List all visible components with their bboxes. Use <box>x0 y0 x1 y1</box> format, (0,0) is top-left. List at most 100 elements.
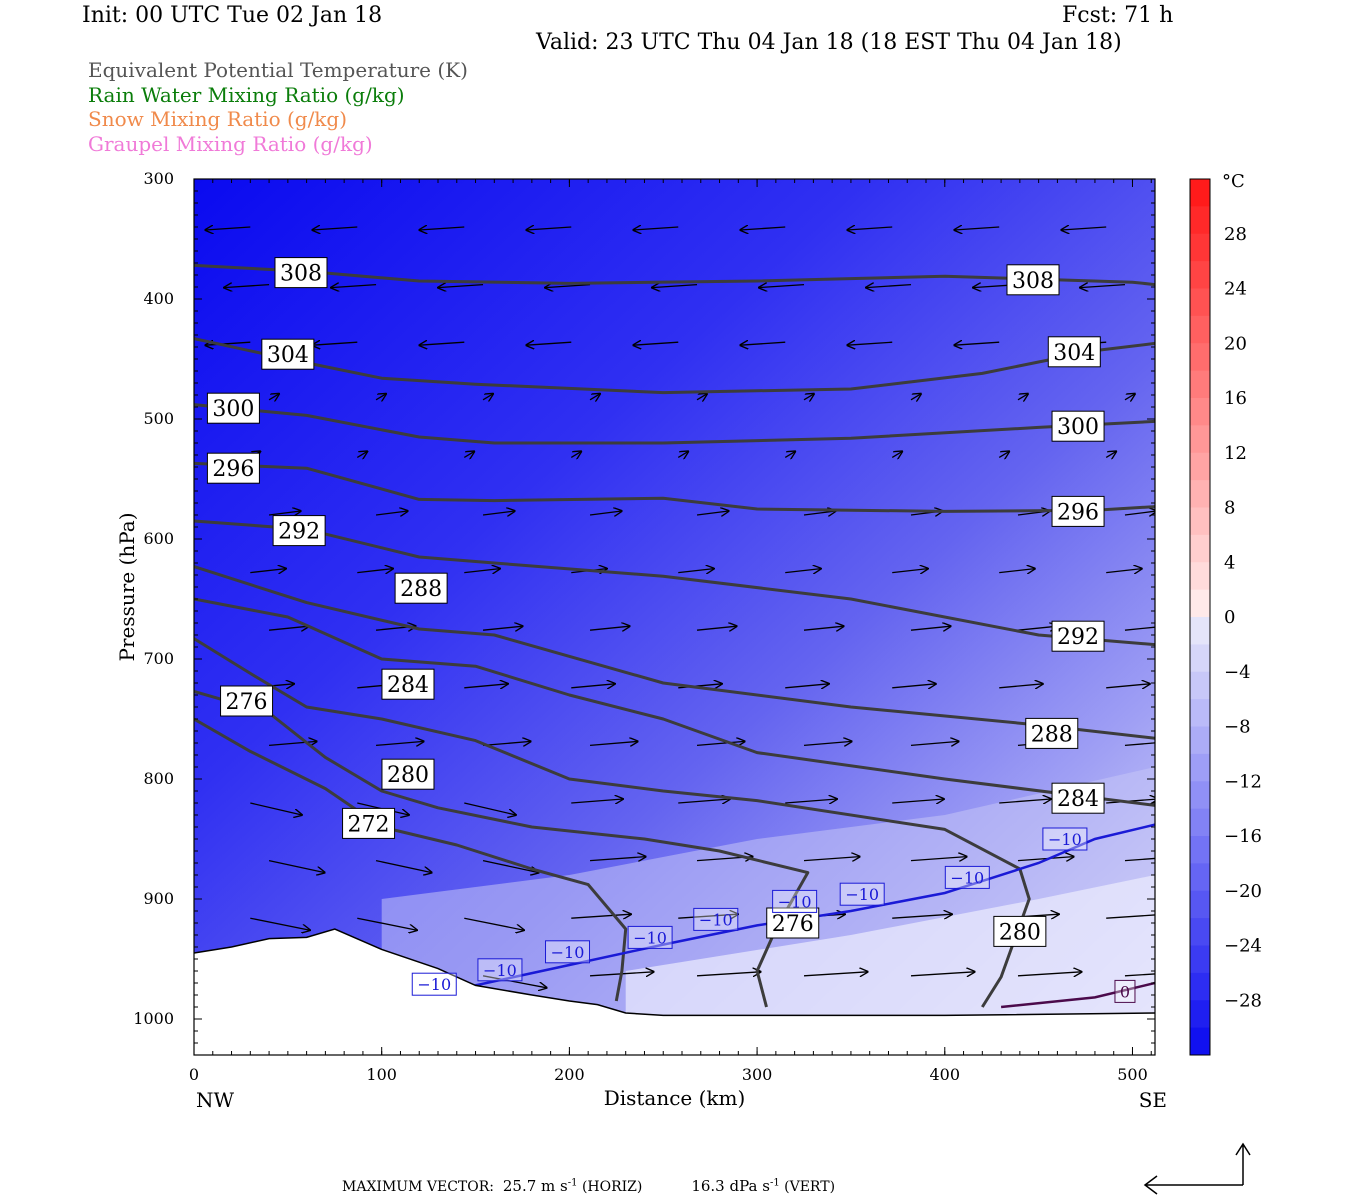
wind-vector <box>696 741 745 745</box>
colorbar-bin <box>1190 1027 1210 1056</box>
colorbar-bin <box>1190 425 1210 454</box>
wind-vector <box>891 451 902 457</box>
wind-vector <box>633 227 679 230</box>
isotherm-label: −10 <box>417 975 451 994</box>
contour-label: 296 <box>212 457 254 482</box>
wind-vector <box>696 394 707 400</box>
wind-vector <box>1105 451 1116 457</box>
terrain <box>194 929 1155 1055</box>
wind-vector <box>892 569 928 573</box>
wind-vector <box>803 626 844 630</box>
contour-label-box <box>1051 782 1105 814</box>
wind-vector <box>545 285 591 288</box>
wind-vector <box>740 227 786 230</box>
wind-vector <box>205 342 251 345</box>
wind-vector <box>589 511 622 515</box>
wind-vector <box>1017 626 1058 630</box>
wind-vector <box>357 917 417 930</box>
x-tick-label: 400 <box>930 1065 961 1084</box>
wind-vector <box>419 342 465 345</box>
y-tick-label: 600 <box>143 529 174 548</box>
plot-frame <box>193 178 1156 1056</box>
contour-label-box <box>261 338 315 370</box>
wind-vector <box>571 799 623 803</box>
contour-label-box <box>272 515 326 547</box>
wind-vector <box>803 511 836 515</box>
colorbar-bin <box>1190 753 1210 782</box>
y-tick-label: 500 <box>143 409 174 428</box>
isotherm-label: −10 <box>483 961 517 980</box>
x-tick-label: 0 <box>189 1065 199 1084</box>
y-tick-label: 700 <box>143 649 174 668</box>
isotherm-label: −10 <box>778 892 812 911</box>
vert-suffix: (VERT) <box>784 1179 836 1195</box>
contour-label-box <box>342 807 396 839</box>
isotherm-label: −10 <box>551 943 585 962</box>
contour-label: 308 <box>280 262 322 287</box>
colorbar-bin <box>1190 671 1210 700</box>
x-tick-label: 100 <box>366 1065 397 1084</box>
colorbar-bin <box>1190 452 1210 481</box>
wind-vector <box>785 569 821 573</box>
wind-vector <box>250 917 310 930</box>
wind-vector <box>570 451 581 457</box>
colorbar-bin <box>1190 617 1210 645</box>
colorbar-bin <box>1190 233 1210 262</box>
wind-vector <box>652 285 698 288</box>
colorbar-bin <box>1190 179 1210 207</box>
wind-vector <box>312 227 358 230</box>
vert-max-exponent: -1 <box>769 1177 780 1189</box>
wind-vector <box>954 342 1000 345</box>
wind-vector <box>224 285 270 288</box>
legend-snow: Snow Mixing Ratio (g/kg) <box>88 107 348 131</box>
isotherm-label-box <box>839 882 885 906</box>
wind-vector <box>1106 684 1150 688</box>
isotherm-label-box <box>627 925 673 949</box>
contour-label: 300 <box>1057 415 1099 440</box>
isotherm-label-box <box>477 958 523 982</box>
contour-label-box <box>1051 620 1105 652</box>
wind-vector <box>464 569 500 573</box>
wind-vector <box>269 741 317 745</box>
colorbar-bin <box>1190 315 1210 344</box>
y-tick-label: 400 <box>143 289 174 308</box>
colorbar-tick-label: −16 <box>1224 826 1262 847</box>
y-axis-label: Pressure (hPa) <box>115 513 139 662</box>
contour-label-box <box>206 452 260 484</box>
wind-vector <box>1124 511 1155 515</box>
max-vector-note: MAXIMUM VECTOR: 25.7 m s-1 (HORIZ) 16.3 … <box>342 1177 835 1195</box>
colorbar-bin <box>1190 972 1210 1001</box>
contour-label-box <box>1051 495 1105 527</box>
wind-vector <box>589 857 646 861</box>
contour-label: 292 <box>278 520 320 545</box>
colorbar-bin <box>1190 890 1210 919</box>
isotherm-label-box <box>693 907 739 931</box>
colorbar-tick-label: 28 <box>1224 224 1247 245</box>
theta-e-contour-296 <box>194 461 1155 513</box>
colorbar-tick-label: −4 <box>1224 662 1251 683</box>
wind-vector <box>1124 742 1155 747</box>
wind-vector <box>892 799 944 803</box>
contour-label: 292 <box>1057 625 1099 650</box>
contour-label-box <box>1051 410 1105 442</box>
wind-vector <box>482 511 515 515</box>
wind-vector <box>678 569 714 573</box>
wind-vector <box>740 342 786 345</box>
isotherm-label-box <box>944 865 990 889</box>
colorbar-bin <box>1190 589 1210 618</box>
horiz-max-exponent: -1 <box>567 1177 578 1189</box>
wind-vector <box>910 741 959 745</box>
wind-vector <box>892 914 952 918</box>
contour-label-box <box>1025 717 1079 749</box>
contour-label: 272 <box>348 812 390 837</box>
wind-vector <box>438 285 484 288</box>
legend-graupel: Graupel Mixing Ratio (g/kg) <box>88 132 373 156</box>
contour-label-box <box>381 668 435 700</box>
wind-vector <box>910 857 967 861</box>
reference-vector-icon <box>1143 1142 1251 1195</box>
contour-label: 304 <box>267 343 309 368</box>
wind-vector <box>375 394 386 400</box>
wind-vector <box>999 799 1051 803</box>
contour-label: 284 <box>1057 787 1099 812</box>
y-tick-label: 1000 <box>133 1009 174 1028</box>
